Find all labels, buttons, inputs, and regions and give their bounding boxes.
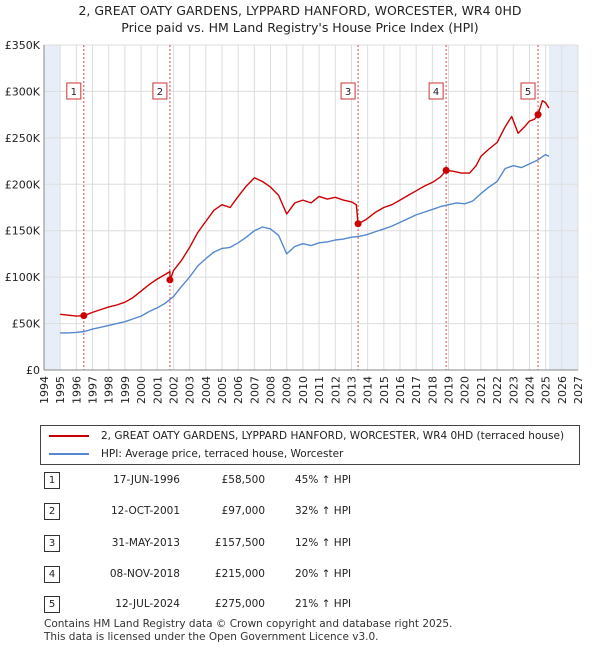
sale-hpi-change: 12% ↑ HPI: [295, 537, 352, 549]
x-tick-label: 2012: [329, 376, 342, 404]
sale-number-box: [428, 82, 444, 100]
y-tick-label: £100K: [5, 271, 41, 284]
sale-hpi-change: 20% ↑ HPI: [295, 568, 352, 580]
sale-price: £58,500: [221, 474, 265, 486]
copyright-notice: Contains HM Land Registry data © Crown c…: [44, 618, 453, 630]
x-tick-label: 2024: [523, 376, 536, 404]
x-tick-label: 2013: [345, 376, 358, 404]
sale-price: £215,000: [214, 568, 265, 580]
x-tick-label: 1994: [38, 376, 51, 404]
sale-point: [534, 111, 542, 119]
sale-row: 5 12-JUL-2024 £275,000 21% ↑ HPI: [40, 596, 440, 614]
x-tick-label: 2001: [151, 376, 164, 404]
sale-price: £97,000: [221, 505, 265, 517]
x-tick-label: 2005: [216, 376, 229, 404]
x-tick-label: 2000: [135, 376, 148, 404]
sale-point: [442, 166, 450, 174]
sale-row: 4 08-NOV-2018 £215,000 20% ↑ HPI: [40, 566, 440, 584]
sale-number-label: 3: [345, 87, 351, 98]
licence-notice: This data is licensed under the Open Gov…: [44, 631, 379, 643]
sale-hpi-change: 21% ↑ HPI: [295, 598, 352, 610]
property-price-line: [60, 99, 550, 317]
sale-point: [80, 312, 88, 320]
chart-title-line2: Price paid vs. HM Land Registry's House …: [121, 20, 479, 35]
y-tick-label: £150K: [5, 225, 41, 238]
sale-number-box: [152, 82, 168, 100]
x-tick-label: 2020: [459, 376, 472, 404]
x-tick-label: 2016: [394, 376, 407, 404]
chart-title-line1: 2, GREAT OATY GARDENS, LYPPARD HANFORD, …: [78, 3, 522, 18]
sale-date: 17-JUN-1996: [113, 474, 180, 486]
sale-point: [166, 276, 174, 284]
x-tick-label: 2009: [281, 376, 294, 404]
x-tick-label: 2003: [184, 376, 197, 404]
x-tick-label: 2017: [410, 376, 423, 404]
x-tick-label: 1997: [87, 376, 100, 404]
x-tick-label: 2019: [443, 376, 456, 404]
sale-date: 12-JUL-2024: [115, 598, 180, 610]
sale-hpi-change: 32% ↑ HPI: [295, 505, 352, 517]
price-chart: 1 2 3 4 5 £0 £50K £100K £150K £200K £250K £300K £350…: [5, 39, 585, 404]
sale-price: £157,500: [214, 537, 265, 549]
x-tick-label: 2021: [475, 376, 488, 404]
sale-row: 2 12-OCT-2001 £97,000 32% ↑ HPI: [40, 503, 440, 521]
sale-number-label: 1: [71, 87, 77, 98]
x-tick-label: 2025: [540, 376, 553, 404]
sale-date: 31-MAY-2013: [111, 537, 180, 549]
legend-label-hpi: HPI: Average price, terraced house, Worc…: [101, 448, 344, 460]
hpi-line: [60, 153, 550, 334]
x-tick-label: 1996: [70, 376, 83, 404]
legend-swatch-hpi: [49, 453, 89, 455]
x-tick-label: 2015: [378, 376, 391, 404]
sale-number-box: [520, 82, 536, 100]
sale-number-box: [66, 82, 82, 100]
x-tick-label: 2011: [313, 376, 326, 404]
x-tick-label: 2008: [265, 376, 278, 404]
y-tick-label: £350K: [5, 39, 41, 52]
x-tick-label: 2004: [200, 376, 213, 404]
x-tick-label: 2022: [491, 376, 504, 404]
sale-point: [354, 220, 362, 228]
sale-number-badge: 3: [44, 535, 60, 552]
sale-hpi-change: 45% ↑ HPI: [295, 474, 352, 486]
sale-number-badge: 4: [44, 566, 60, 583]
legend-label-property: 2, GREAT OATY GARDENS, LYPPARD HANFORD, …: [101, 430, 565, 442]
sale-number-label: 4: [433, 87, 439, 98]
y-tick-label: £50K: [12, 318, 41, 331]
legend-swatch-property: [49, 435, 89, 437]
x-tick-label: 2002: [167, 376, 180, 404]
sale-date: 08-NOV-2018: [109, 568, 180, 580]
sale-number-badge: 2: [44, 503, 60, 520]
sale-row: 3 31-MAY-2013 £157,500 12% ↑ HPI: [40, 535, 440, 553]
x-tick-label: 1999: [119, 376, 132, 404]
x-tick-label: 2026: [556, 376, 569, 404]
x-tick-label: 1998: [103, 376, 116, 404]
sale-row: 1 17-JUN-1996 £58,500 45% ↑ HPI: [40, 472, 440, 490]
x-tick-label: 2010: [297, 376, 310, 404]
x-tick-label: 2007: [248, 376, 261, 404]
y-tick-label: £200K: [5, 178, 41, 191]
sale-number-box: [340, 82, 356, 100]
sale-number-label: 2: [157, 87, 163, 98]
sale-number-badge: 5: [44, 596, 60, 613]
x-tick-label: 2018: [426, 376, 439, 404]
y-tick-label: £300K: [5, 85, 41, 98]
y-tick-label: £0: [26, 364, 40, 377]
shaded-region: [44, 45, 61, 370]
sale-date: 12-OCT-2001: [111, 505, 180, 517]
x-tick-label: 2014: [362, 376, 375, 404]
sale-price: £275,000: [214, 598, 265, 610]
x-tick-label: 2027: [572, 376, 585, 404]
shaded-region: [548, 45, 578, 370]
y-tick-label: £250K: [5, 132, 41, 145]
sale-number-badge: 1: [44, 472, 60, 489]
chart-legend: 2, GREAT OATY GARDENS, LYPPARD HANFORD, …: [40, 425, 580, 465]
x-tick-label: 2023: [507, 376, 520, 404]
x-tick-label: 1995: [54, 376, 67, 404]
x-tick-label: 2006: [232, 376, 245, 404]
sale-number-label: 5: [525, 87, 531, 98]
